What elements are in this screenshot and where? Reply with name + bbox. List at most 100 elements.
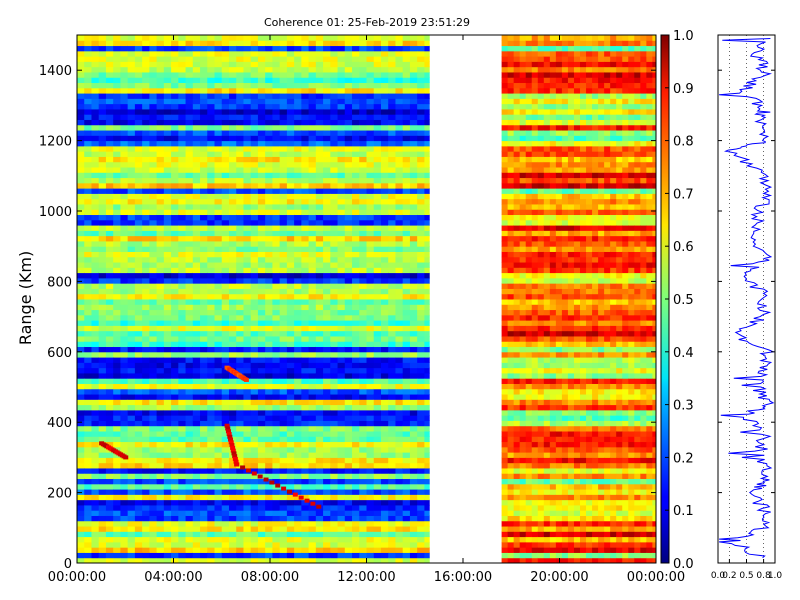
heatmap-cell: [228, 198, 237, 205]
heatmap-cell: [409, 103, 418, 110]
heatmap-cell: [142, 293, 150, 300]
heatmap-cell: [337, 314, 346, 321]
heatmap-cell: [409, 425, 418, 432]
heatmap-cell: [301, 409, 310, 416]
heatmap-cell: [127, 230, 136, 237]
heatmap-cell: [84, 82, 92, 89]
heatmap-cell: [149, 351, 158, 358]
heatmap-cell: [315, 383, 324, 390]
heatmap-cell: [91, 283, 100, 289]
heatmap-cell: [185, 351, 194, 358]
heatmap-cell: [402, 452, 411, 458]
heatmap-cell: [330, 457, 339, 464]
heatmap-cell: [156, 219, 165, 226]
heatmap-cell: [315, 219, 324, 226]
heatmap-cell: [286, 520, 295, 527]
heatmap-cell: [134, 399, 143, 406]
heatmap-cell: [366, 45, 375, 52]
heatmap-cell: [200, 536, 208, 543]
heatmap-cell: [409, 172, 418, 179]
heatmap-cell: [279, 394, 288, 400]
heatmap-cell: [214, 108, 223, 115]
heatmap-cell: [395, 130, 404, 136]
heatmap-cell: [207, 478, 216, 485]
heatmap-cell: [337, 399, 346, 406]
heatmap-cell: [243, 346, 252, 353]
heatmap-cell: [149, 267, 158, 274]
heatmap-cell: [156, 346, 165, 353]
heatmap-cell: [98, 409, 107, 416]
heatmap-cell: [424, 489, 430, 495]
heatmap-cell: [228, 145, 237, 152]
heatmap-cell: [120, 467, 129, 474]
heatmap-cell: [91, 277, 100, 284]
heatmap-cell: [330, 230, 339, 237]
heatmap-cell: [409, 156, 418, 163]
heatmap-cell: [200, 272, 208, 279]
heatmap-cell: [265, 473, 273, 480]
heatmap-cell: [366, 124, 375, 131]
heatmap-cell: [395, 314, 404, 321]
heatmap-cell: [171, 119, 179, 126]
heatmap-cell: [98, 56, 107, 62]
heatmap-cell: [388, 526, 396, 532]
heatmap-cell: [344, 77, 353, 84]
heatmap-cell: [330, 378, 339, 384]
heatmap-cell: [171, 198, 179, 205]
heatmap-cell: [207, 151, 216, 157]
heatmap-cell: [77, 283, 85, 289]
heatmap-cell: [272, 219, 281, 226]
heatmap-cell: [84, 235, 92, 242]
heatmap-cell: [352, 515, 360, 522]
heatmap-cell: [286, 161, 295, 168]
heatmap-cell: [417, 462, 425, 469]
heatmap-cell: [380, 467, 389, 474]
heatmap-cell: [91, 557, 100, 563]
heatmap-cell: [501, 277, 509, 284]
heatmap-cell: [366, 425, 375, 432]
heatmap-cell: [294, 515, 302, 522]
heatmap-cell: [192, 145, 201, 152]
heatmap-cell: [380, 135, 389, 142]
heatmap-cell: [402, 246, 411, 252]
heatmap-cell: [286, 341, 295, 348]
heatmap-cell: [98, 415, 107, 421]
heatmap-cell: [366, 335, 375, 342]
heatmap-cell: [250, 457, 259, 464]
heatmap-cell: [91, 82, 100, 89]
heatmap-cell: [265, 441, 273, 448]
heatmap-cell: [402, 93, 411, 99]
heatmap-cell: [344, 203, 353, 210]
heatmap-cell: [308, 61, 317, 68]
heatmap-cell: [402, 172, 411, 179]
heatmap-cell: [127, 378, 136, 384]
heatmap-cell: [221, 441, 230, 448]
heatmap-cell: [171, 277, 179, 284]
heatmap-cell: [344, 61, 353, 68]
heatmap-cell: [200, 177, 208, 184]
heatmap-cell: [359, 299, 367, 305]
heatmap-cell: [272, 272, 281, 279]
heatmap-cell: [221, 87, 230, 94]
heatmap-cell: [294, 431, 302, 437]
heatmap-cell: [265, 71, 273, 78]
heatmap-cell: [134, 520, 143, 527]
heatmap-cell: [171, 425, 179, 432]
heatmap-cell: [221, 135, 230, 142]
heatmap-cell: [395, 262, 404, 268]
heatmap-cell: [330, 87, 339, 94]
heatmap-cell: [214, 388, 223, 395]
heatmap-cell: [380, 462, 389, 469]
heatmap-cell: [272, 541, 281, 548]
heatmap-cell: [366, 404, 375, 411]
heatmap-cell: [185, 66, 194, 73]
heatmap-cell: [294, 441, 302, 448]
heatmap-cell: [171, 151, 179, 157]
heatmap-cell: [344, 209, 353, 216]
heatmap-cell: [127, 203, 136, 210]
heatmap-cell: [359, 520, 367, 527]
heatmap-cell: [265, 93, 273, 99]
heatmap-cell: [243, 320, 252, 326]
heatmap-cell: [315, 388, 324, 395]
heatmap-cell: [84, 71, 92, 78]
